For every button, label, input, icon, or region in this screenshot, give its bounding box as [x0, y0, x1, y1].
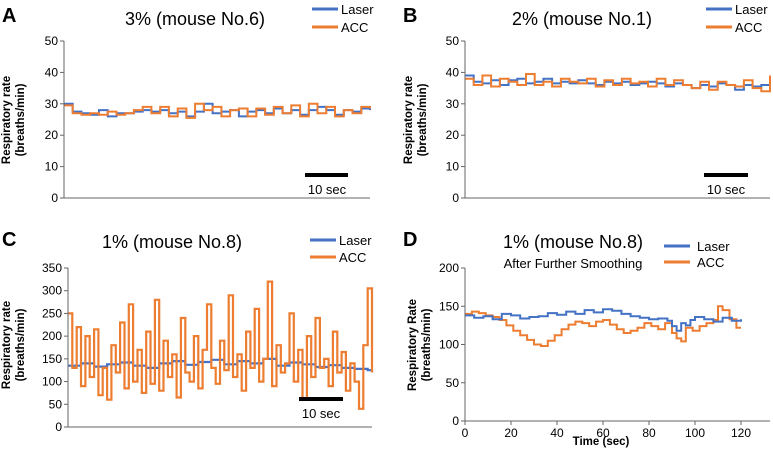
- y-tick-label: 20: [446, 128, 460, 142]
- panel-d: D 1% (mouse No.8) After Further Smoothin…: [403, 229, 770, 448]
- panel-b-legend: Laser ACC: [706, 2, 768, 35]
- y-tick-label: 350: [42, 261, 62, 275]
- legend-acc-label: ACC: [735, 20, 762, 35]
- panel-d-subtitle: After Further Smoothing: [504, 256, 643, 271]
- legend-laser-label: Laser: [339, 233, 372, 248]
- panel-letter-d: D: [403, 229, 417, 251]
- panel-a-scale-label: 10 sec: [308, 182, 347, 197]
- y-tick-label: 50: [446, 376, 460, 390]
- panel-b-scale-label: 10 sec: [707, 182, 746, 197]
- legend-acc-label: ACC: [339, 250, 366, 265]
- panel-c-title: 1% (mouse No.8): [102, 232, 242, 252]
- panel-d-series: [465, 305, 742, 347]
- panel-a-ylabel-2: (breaths/min): [15, 83, 27, 156]
- legend-laser-label: Laser: [735, 2, 768, 17]
- y-tick-label: 50: [49, 397, 63, 411]
- panel-c-yticks: 0 50 100 150 200 250 300 350: [42, 261, 68, 434]
- y-tick-label: 150: [42, 352, 62, 366]
- panel-a-yticks: 0 10 20 30 40 50: [45, 34, 64, 205]
- panel-c-ylabel-1: Respiratory rate: [1, 301, 13, 389]
- legend-acc-label: ACC: [341, 20, 368, 35]
- panel-d-ylabel-2: (breaths/min): [421, 308, 433, 381]
- y-tick-label: 40: [446, 65, 460, 79]
- panel-letter-a: A: [2, 5, 16, 27]
- series-line-laser: [465, 308, 742, 332]
- panel-b-series: [465, 73, 771, 93]
- y-tick-label: 30: [446, 97, 460, 111]
- panel-a-series: [64, 102, 371, 119]
- panel-c: C 1% (mouse No.8) Laser ACC Respiratory …: [1, 229, 374, 434]
- y-tick-label: 50: [45, 34, 59, 48]
- panel-letter-c: C: [2, 229, 16, 251]
- panel-c-legend: Laser ACC: [310, 233, 372, 265]
- panel-b-ylabel-2: (breaths/min): [417, 83, 429, 156]
- panel-a-ylabel-1: Respiratory rate: [1, 76, 13, 164]
- panel-d-xticks: 0 20 40 60 80 100 120: [462, 421, 751, 440]
- y-tick-label: 100: [439, 338, 459, 352]
- panel-b-ylabel-1: Respiratory rate: [403, 76, 415, 164]
- series-line-acc: [64, 102, 371, 119]
- y-tick-label: 40: [45, 65, 59, 79]
- series-line-acc: [68, 280, 374, 410]
- panel-c-scale-label: 10 sec: [302, 406, 341, 421]
- x-tick-label: 100: [685, 426, 705, 440]
- panel-d-title: 1% (mouse No.8): [503, 232, 643, 252]
- panel-c-ylabel-2: (breaths/min): [15, 308, 27, 381]
- panel-c-series: [68, 280, 374, 410]
- y-tick-label: 20: [45, 128, 59, 142]
- panel-a-title: 3% (mouse No.6): [125, 9, 265, 29]
- y-tick-label: 30: [45, 97, 59, 111]
- panel-d-legend: Laser ACC: [664, 239, 730, 270]
- x-tick-label: 0: [462, 426, 469, 440]
- y-tick-label: 10: [446, 160, 460, 174]
- y-tick-label: 100: [42, 375, 62, 389]
- y-tick-label: 300: [42, 284, 62, 298]
- panel-d-yticks: 0 50 100 150 200: [439, 261, 465, 428]
- series-line-acc: [465, 73, 771, 93]
- y-tick-label: 0: [452, 191, 459, 205]
- panel-b: B 2% (mouse No.1) Laser ACC Respiratory …: [403, 2, 771, 205]
- y-tick-label: 10: [45, 160, 59, 174]
- x-tick-label: 80: [642, 426, 656, 440]
- series-line-laser: [64, 102, 371, 118]
- panel-a: A 3% (mouse No.6) Laser ACC Respiratory …: [1, 2, 374, 205]
- panel-letter-b: B: [403, 5, 417, 27]
- panel-a-legend: Laser ACC: [312, 2, 374, 35]
- x-tick-label: 120: [731, 426, 751, 440]
- y-tick-label: 0: [51, 191, 58, 205]
- y-tick-label: 200: [439, 261, 459, 275]
- legend-acc-label: ACC: [697, 255, 724, 270]
- panel-b-yticks: 0 10 20 30 40 50: [446, 34, 465, 205]
- y-tick-label: 50: [446, 34, 460, 48]
- y-tick-label: 0: [452, 414, 459, 428]
- series-line-acc: [465, 305, 741, 347]
- y-tick-label: 200: [42, 329, 62, 343]
- panel-d-xlabel: Time (sec): [573, 436, 630, 448]
- legend-laser-label: Laser: [697, 239, 730, 254]
- y-tick-label: 250: [42, 306, 62, 320]
- y-tick-label: 150: [439, 299, 459, 313]
- panel-d-ylabel-1: Respiratory Rate: [407, 299, 419, 391]
- y-tick-label: 0: [55, 420, 62, 434]
- x-tick-label: 20: [504, 426, 518, 440]
- panel-b-title: 2% (mouse No.1): [512, 9, 652, 29]
- legend-laser-label: Laser: [341, 2, 374, 17]
- x-tick-label: 40: [550, 426, 564, 440]
- x-tick-label: 60: [596, 426, 610, 440]
